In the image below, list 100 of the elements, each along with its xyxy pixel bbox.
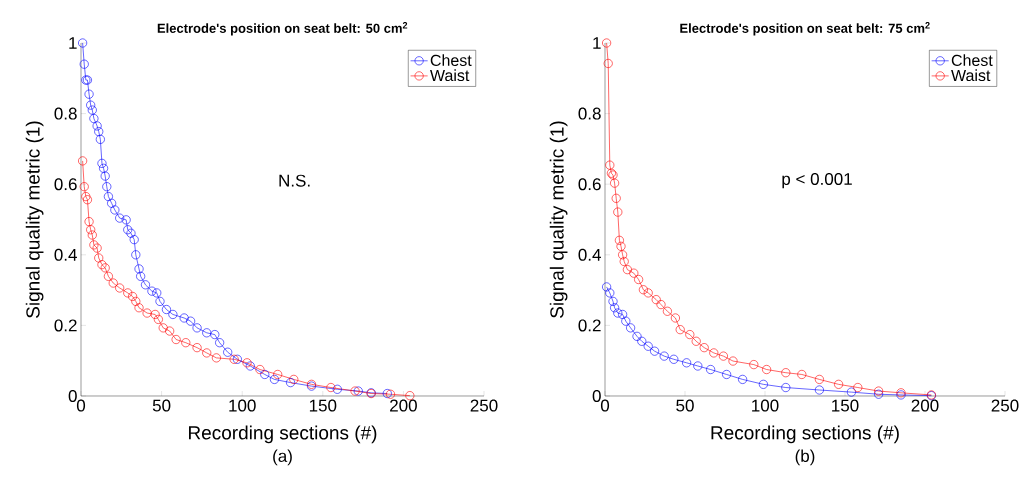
point [643,341,653,351]
point [718,351,728,361]
point [728,356,738,366]
point [223,347,233,357]
point [103,271,113,281]
point [613,207,623,217]
x-tick-label: 0 [600,399,610,412]
point [179,313,189,323]
point [94,253,104,263]
point [140,280,150,290]
x-axis-title: Recording sections (#) [189,425,377,444]
point [87,105,97,115]
point [102,182,112,192]
x-tick-label: 250 [470,399,498,412]
point [215,338,225,348]
point [797,369,807,379]
point [94,127,104,137]
x-tick-label: 150 [309,399,337,412]
point [134,264,144,274]
point [781,383,791,393]
point [136,271,146,281]
point [386,389,396,399]
point [691,336,701,346]
point [100,171,110,181]
point [853,383,863,393]
point [662,306,672,316]
point [749,360,759,370]
point [332,384,342,394]
annotation: p < 0.001 [782,172,852,189]
point [685,330,695,340]
point [610,178,620,188]
point [103,192,113,202]
point [87,230,97,240]
point [618,309,628,319]
point [709,348,719,358]
y-axis-title: Signal quality metric (1) [25,121,44,318]
point [834,379,844,389]
point [758,379,768,389]
point [134,303,144,313]
point [643,288,653,298]
point [637,336,647,346]
y-tick-label: 0 [68,389,77,403]
point [650,346,660,356]
point [610,303,620,313]
point [158,323,168,333]
point [382,389,392,399]
point [108,278,118,288]
y-tick-label: 0 [592,389,601,403]
x-tick-label: 150 [832,399,859,412]
point [115,283,125,293]
point [128,291,138,301]
text: (b) [795,449,815,466]
point [79,59,89,69]
point [142,308,152,318]
point [202,328,212,338]
y-tick-label: 1 [593,37,601,49]
x-tick-label: 50 [676,399,694,412]
point [621,316,631,326]
point [605,288,615,298]
point [611,193,621,203]
point [186,316,196,326]
point [168,309,178,319]
point [86,225,96,235]
point [634,275,644,285]
point [602,282,612,292]
point [682,358,692,368]
y-tick-label: 0.2 [578,319,601,332]
point [192,343,202,353]
point [638,285,648,295]
point [629,268,639,278]
point [618,250,628,260]
legend-label: Chest [951,54,993,67]
point [626,323,636,333]
chart-title: Electrode's position on seat belt: 75 cm$^{2}$ [680,22,930,36]
legend-label: Waist [430,69,470,82]
point [150,309,160,319]
x-tick-label: 100 [752,399,779,412]
point [89,114,99,124]
point [161,305,171,315]
point [693,361,703,371]
point [608,296,618,306]
x-tick-label: 200 [390,399,417,412]
x-tick-label: 200 [911,399,939,412]
point [153,314,163,324]
point [192,323,202,333]
point [738,374,748,384]
point [616,241,626,251]
legend-label: Chest [430,54,472,67]
point [269,374,279,384]
point [202,348,212,358]
point [181,338,191,348]
point [651,295,661,305]
point [97,158,107,168]
point [260,369,270,379]
y-tick-label: 0.4 [578,248,601,261]
point [846,387,856,397]
x-tick-label: 50 [152,399,171,412]
point [131,296,141,306]
text: (a) [273,449,292,466]
point [84,89,94,99]
